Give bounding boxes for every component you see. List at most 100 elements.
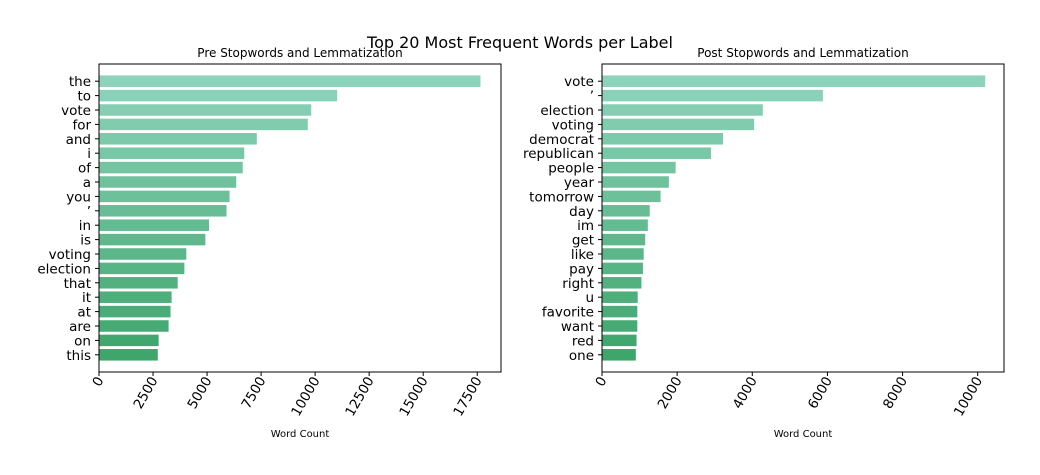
bar (99, 334, 159, 347)
bar (602, 291, 638, 303)
bar (99, 277, 178, 289)
x-tick-label: 6000 (805, 374, 836, 412)
bar (99, 248, 187, 260)
bar (602, 305, 638, 318)
x-tick-label: 0 (592, 374, 610, 389)
bar (602, 233, 646, 246)
y-tick-label: republican (523, 146, 594, 162)
bar (602, 147, 711, 159)
bar (602, 190, 661, 203)
bar (602, 205, 650, 217)
y-tick-label: i (87, 146, 91, 162)
bar (99, 147, 245, 159)
plot-frame (98, 63, 502, 373)
bar (99, 190, 230, 203)
y-tick-label: like (571, 247, 594, 263)
y-tick-label: you (66, 189, 91, 205)
chart-title: Pre Stopwords and Lemmatization (197, 46, 402, 60)
x-tick-label: 7500 (239, 374, 270, 412)
y-tick-label: a (83, 175, 91, 191)
y-tick-label: vote (61, 103, 91, 119)
x-tick-label: 17500 (450, 374, 485, 419)
bar (99, 233, 206, 246)
chart-title: Post Stopwords and Lemmatization (697, 46, 908, 60)
y-tick-label: ’ (87, 204, 91, 220)
bar (99, 176, 237, 188)
bar (602, 89, 823, 102)
bar (99, 133, 257, 145)
bar (99, 262, 185, 275)
x-tick-label: 12500 (342, 374, 377, 419)
y-tick-label: is (80, 233, 91, 249)
y-tick-label: that (64, 276, 91, 292)
bar (99, 89, 338, 102)
chart-post-stopwords: Post Stopwords and Lemmatization vote’ele… (523, 46, 1005, 440)
bar (602, 118, 755, 131)
x-tick-label: 5000 (184, 374, 215, 412)
bar (99, 320, 169, 332)
y-tick-label: this (66, 348, 91, 364)
y-tick-label: pay (569, 261, 594, 277)
bar (99, 161, 243, 174)
y-tick-label: red (572, 333, 594, 349)
bar (99, 75, 481, 87)
bar (602, 104, 763, 116)
y-tick-label: election (540, 103, 594, 119)
bar (602, 248, 644, 260)
bar (99, 118, 308, 131)
bar (602, 75, 986, 87)
bar (99, 219, 210, 231)
y-tick-label: right (562, 276, 594, 292)
y-tick-label: and (66, 132, 91, 148)
bar (602, 320, 638, 332)
y-tick-label: the (69, 74, 91, 90)
bar (602, 133, 723, 145)
x-tick-label: 0 (89, 374, 107, 389)
x-tick-label: 4000 (730, 374, 761, 412)
bar (602, 219, 648, 231)
y-tick-label: ’ (590, 89, 594, 105)
y-tick-label: in (79, 218, 91, 234)
y-tick-label: u (585, 290, 594, 306)
bar (99, 104, 312, 116)
x-axis-label: Word Count (271, 429, 330, 440)
y-tick-label: to (77, 89, 91, 105)
y-tick-label: election (37, 261, 91, 277)
figure-title: Top 20 Most Frequent Words per Label (366, 33, 673, 52)
bar (99, 305, 171, 318)
x-tick-label: 2500 (130, 374, 161, 412)
y-tick-label: tomorrow (529, 189, 594, 205)
bar (99, 349, 158, 361)
y-tick-label: im (577, 218, 594, 234)
y-tick-label: favorite (542, 305, 594, 321)
x-tick-label: 2000 (655, 374, 686, 412)
y-tick-label: voting (552, 117, 594, 133)
bar (602, 161, 676, 174)
y-tick-label: one (569, 348, 594, 364)
y-tick-label: year (564, 175, 595, 191)
y-tick-label: are (69, 319, 91, 335)
y-tick-label: on (74, 333, 91, 349)
x-tick-label: 10000 (951, 374, 986, 419)
y-tick-label: for (72, 117, 91, 133)
y-tick-label: of (78, 161, 92, 177)
y-tick-label: day (569, 204, 594, 220)
bar (602, 349, 636, 361)
bar (602, 277, 642, 289)
y-tick-label: get (572, 233, 594, 249)
y-tick-label: people (548, 161, 594, 177)
y-tick-label: democrat (529, 132, 594, 148)
y-tick-label: want (561, 319, 594, 335)
y-tick-label: vote (564, 74, 594, 90)
bar (602, 334, 637, 347)
bar (99, 291, 172, 303)
bar (602, 176, 669, 188)
y-tick-label: it (82, 290, 91, 306)
x-tick-label: 8000 (880, 374, 911, 412)
y-tick-label: at (77, 305, 91, 321)
bar (99, 205, 227, 217)
chart-pre-stopwords: Pre Stopwords and Lemmatization thetovote… (37, 46, 502, 440)
y-tick-label: voting (49, 247, 91, 263)
x-tick-label: 15000 (396, 374, 431, 419)
